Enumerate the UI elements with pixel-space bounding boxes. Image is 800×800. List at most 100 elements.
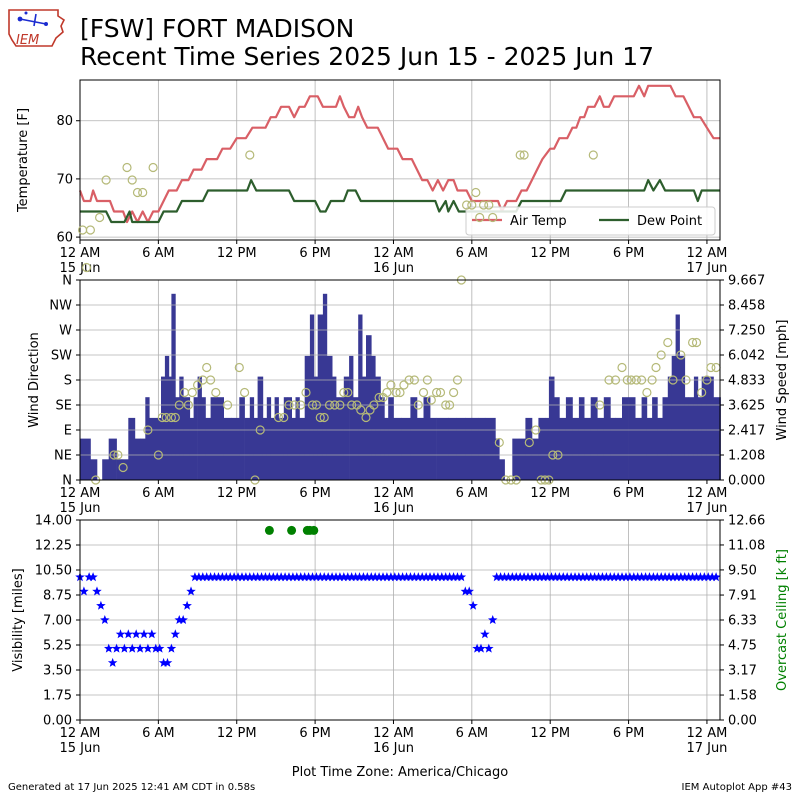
wind-speed-bar — [603, 397, 611, 480]
wind-direction-point — [651, 362, 661, 373]
visibility-point — [296, 572, 306, 582]
wind-direction-point — [391, 387, 401, 398]
panel-frame — [79, 279, 721, 481]
ceiling-point — [264, 525, 274, 535]
wind-speed-bar — [217, 397, 224, 480]
visibility-point — [186, 586, 196, 596]
wind-speed-bar — [278, 417, 285, 480]
ceiling-axis-label: Overcast Ceiling [k ft] — [775, 549, 790, 691]
panel-frame — [79, 79, 721, 241]
visibility-point — [472, 643, 482, 653]
wind-direction-point — [273, 412, 284, 423]
wind-direction-point — [361, 412, 371, 423]
wind-speed-bar — [641, 397, 648, 480]
wind-direction-point — [193, 380, 203, 390]
wind-dir-tick-label: SW — [51, 349, 72, 364]
wind-direction-axis-label: Wind Direction — [27, 332, 42, 428]
wind-direction-point — [245, 150, 255, 160]
legend-label-air-temp: Air Temp — [510, 214, 567, 229]
visibility-tick-label: 10.50 — [35, 564, 72, 579]
iem-logo: IEM — [8, 9, 66, 48]
visibility-point — [241, 572, 251, 582]
visibility-point — [413, 572, 423, 582]
wind-speed-bar — [205, 417, 211, 480]
wind-direction-point — [441, 400, 451, 410]
x-tick-label: 6 AM — [142, 246, 175, 261]
visibility-point — [237, 572, 247, 582]
wind-direction-point — [445, 400, 455, 410]
wind-direction-point — [515, 150, 525, 160]
visibility-point — [292, 572, 302, 582]
visibility-point — [354, 572, 365, 582]
wind-direction-point — [706, 362, 716, 373]
wind-direction-point — [122, 162, 132, 173]
wind-direction-point — [307, 400, 318, 410]
x-tick-label: 6 PM — [613, 246, 644, 261]
wind-speed-bar — [622, 397, 629, 480]
wind-direction-point — [702, 375, 712, 385]
visibility-point — [252, 572, 263, 582]
x-tick-label: 12 PM — [530, 486, 570, 501]
visibility-point — [499, 572, 510, 582]
visibility-point — [190, 572, 200, 582]
wind-direction-point — [166, 412, 176, 423]
wind-direction-point — [399, 380, 409, 390]
wind-direction-point — [255, 425, 265, 435]
x-tick-label: 12 PM — [217, 246, 257, 261]
visibility-point — [605, 572, 615, 582]
wind-direction-point — [471, 187, 481, 198]
wind-direction-point — [118, 462, 128, 473]
wind-speed-bar — [291, 417, 296, 480]
visibility-point — [405, 572, 416, 582]
wind-speed-bar — [684, 397, 689, 480]
y-tick-label: 60 — [56, 231, 73, 246]
wind-direction-point — [531, 425, 541, 435]
wind-direction-point — [335, 400, 345, 410]
visibility-point — [182, 600, 192, 610]
wind-speed-bar — [657, 417, 663, 480]
visibility-point — [131, 629, 141, 639]
wind-direction-point — [330, 400, 340, 410]
wind-speed-bar — [538, 417, 546, 480]
wind-speed-bar — [380, 397, 385, 480]
ceiling-point — [309, 525, 319, 535]
visibility-point — [542, 572, 553, 582]
wind-direction-point — [656, 350, 666, 360]
x-tick-label: 12 PM — [530, 246, 570, 261]
x-tick-label: 12 AM — [60, 246, 101, 261]
wind-direction-point — [617, 362, 627, 373]
visibility-point — [319, 572, 329, 582]
wind-speed-bar — [366, 335, 372, 480]
visibility-tick-label: 14.00 — [35, 514, 72, 529]
wind-speed-bar — [635, 417, 642, 480]
visibility-point — [711, 572, 721, 582]
wind-speed-bar — [332, 376, 337, 480]
x-tick-label: 6 AM — [142, 486, 175, 501]
wind-direction-point — [94, 212, 105, 223]
wind-dir-tick-label: W — [59, 324, 72, 339]
visibility-point — [503, 572, 514, 582]
visibility-point — [233, 572, 243, 582]
wind-direction-point — [127, 175, 137, 185]
wind-direction-point — [386, 380, 396, 390]
visibility-point — [597, 572, 608, 582]
wind-speed-bar — [179, 376, 184, 480]
wind-direction-point — [610, 375, 621, 385]
wind-direction-point — [311, 400, 321, 410]
visibility-point — [335, 572, 345, 582]
visibility-point — [531, 572, 541, 582]
wind-direction-point — [435, 387, 446, 398]
wind-direction-point — [161, 412, 171, 423]
wind-speed-bar — [697, 397, 703, 480]
wind-direction-point — [494, 437, 504, 448]
visibility-point — [225, 572, 235, 582]
wind-direction-point — [301, 387, 311, 398]
wind-dir-tick-label: SE — [56, 399, 72, 414]
visibility-point — [366, 572, 376, 582]
visibility-point — [629, 572, 639, 582]
wind-direction-point — [711, 362, 721, 373]
visibility-point — [507, 572, 518, 582]
wind-speed-bar — [679, 355, 686, 480]
x-tick-date: 17 Jun — [686, 261, 727, 276]
